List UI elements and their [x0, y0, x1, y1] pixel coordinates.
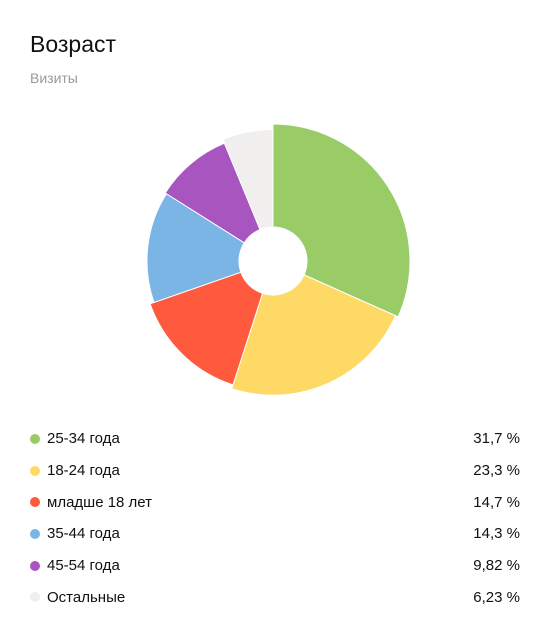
pie-slice-4[interactable]	[146, 193, 245, 304]
pie-slice-6[interactable]	[222, 128, 274, 231]
legend-item[interactable]: 25-34 года 31,7 %	[30, 423, 520, 455]
legend-value: 14,7 %	[473, 493, 520, 511]
age-pie-chart	[146, 123, 411, 396]
legend-marker	[30, 497, 40, 508]
legend-item[interactable]: Остальные 6,23 %	[30, 581, 520, 613]
widget-subtitle: Визиты	[30, 70, 78, 86]
legend-item[interactable]: 35-44 года 14,3 %	[30, 518, 520, 550]
legend-marker	[30, 465, 40, 476]
widget-title: Возраст	[30, 31, 117, 57]
legend-label: 25-34 года	[47, 430, 120, 448]
legend-label: Остальные	[47, 588, 126, 606]
legend-marker	[30, 592, 40, 603]
legend-marker	[30, 433, 40, 444]
legend-value: 6,23 %	[473, 588, 520, 606]
pie-slice-3[interactable]	[149, 271, 264, 386]
pie-slice-2[interactable]	[231, 274, 397, 396]
legend-item[interactable]: 45-54 года 9,82 %	[30, 550, 520, 582]
legend-label: младше 18 лет	[47, 493, 153, 511]
chart-legend: 25-34 года 31,7 % 18-24 года 23,3 % младше 1…	[30, 423, 520, 613]
legend-marker	[30, 560, 40, 571]
legend-item[interactable]: младше 18 лет 14,7 %	[30, 486, 520, 518]
legend-label: 18-24 года	[47, 462, 120, 480]
legend-value: 23,3 %	[473, 462, 520, 480]
legend-label: 35-44 года	[47, 525, 120, 543]
legend-marker	[30, 528, 40, 539]
legend-value: 31,7 %	[473, 430, 520, 448]
legend-label: 45-54 года	[47, 557, 120, 575]
legend-item[interactable]: 18-24 года 23,3 %	[30, 455, 520, 487]
legend-value: 9,82 %	[473, 557, 520, 575]
pie-slice-1[interactable]	[272, 123, 411, 318]
legend-value: 14,3 %	[473, 525, 520, 543]
